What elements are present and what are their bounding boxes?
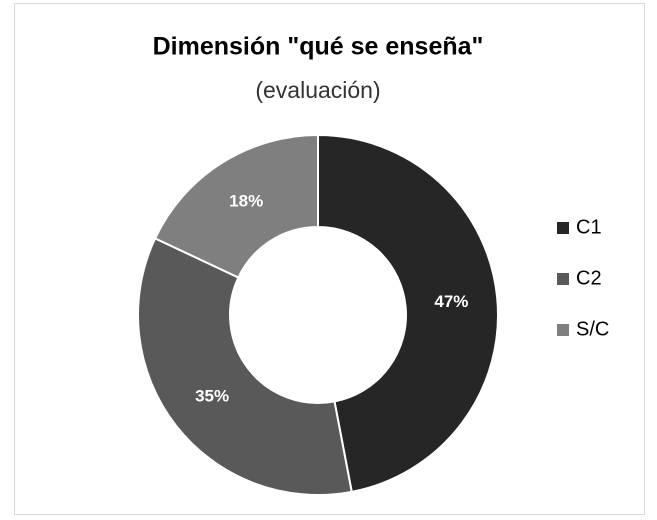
legend-swatch: [557, 273, 569, 285]
donut-slice: [137, 237, 353, 496]
chart-subtitle: (evaluación): [255, 77, 380, 103]
legend-label: C2: [576, 267, 602, 289]
data-label: 18%: [229, 191, 263, 210]
data-label: 47%: [434, 292, 468, 311]
legend-swatch: [557, 222, 569, 234]
legend-label: C1: [576, 216, 602, 238]
donut-slice: [317, 133, 499, 493]
legend-swatch: [557, 324, 569, 336]
data-label: 35%: [195, 387, 229, 406]
donut-slice: [153, 133, 319, 279]
chart-title: Dimensión "qué se enseña": [153, 33, 484, 61]
legend-label: S/C: [576, 318, 609, 340]
